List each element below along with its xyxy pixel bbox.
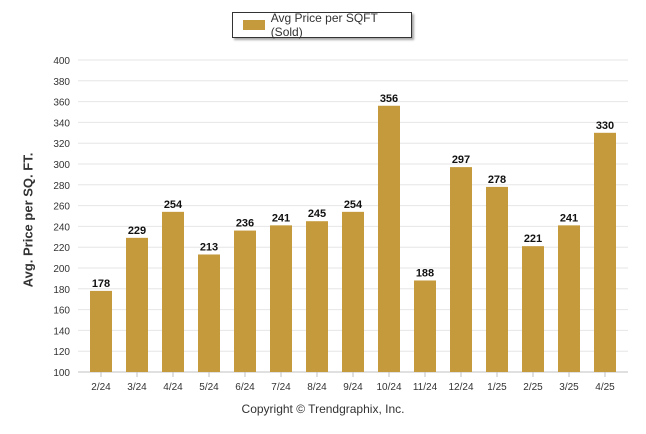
x-tick-label: 4/24 bbox=[163, 382, 183, 393]
bar bbox=[558, 225, 580, 372]
data-label: 221 bbox=[524, 233, 542, 245]
data-label: 241 bbox=[560, 212, 578, 224]
y-tick-label: 320 bbox=[53, 139, 70, 150]
data-label: 213 bbox=[200, 241, 218, 253]
x-tick-label: 12/24 bbox=[448, 382, 473, 393]
y-tick-label: 240 bbox=[53, 222, 70, 233]
legend-swatch bbox=[243, 20, 265, 30]
x-tick-label: 11/24 bbox=[413, 382, 438, 393]
data-label: 236 bbox=[236, 218, 254, 230]
y-tick-label: 180 bbox=[53, 285, 70, 296]
y-tick-label: 260 bbox=[53, 202, 70, 213]
x-tick-label: 3/24 bbox=[127, 382, 147, 393]
bar bbox=[522, 246, 544, 372]
x-tick-label: 8/24 bbox=[307, 382, 327, 393]
data-label: 297 bbox=[452, 154, 470, 166]
bar bbox=[378, 105, 400, 372]
x-tick-label: 2/25 bbox=[523, 382, 543, 393]
y-tick-label: 360 bbox=[53, 98, 70, 109]
bar bbox=[234, 230, 256, 372]
bar bbox=[306, 221, 328, 372]
x-tick-label: 5/24 bbox=[199, 382, 219, 393]
y-tick-label: 140 bbox=[53, 326, 70, 337]
y-tick-label: 160 bbox=[53, 306, 70, 317]
data-label: 178 bbox=[92, 278, 110, 290]
y-tick-label: 220 bbox=[53, 243, 70, 254]
x-tick-label: 7/24 bbox=[271, 382, 291, 393]
data-label: 356 bbox=[380, 93, 398, 105]
y-tick-label: 100 bbox=[53, 368, 70, 379]
bar bbox=[594, 132, 616, 372]
bar bbox=[162, 211, 184, 372]
x-tick-label: 2/24 bbox=[91, 382, 111, 393]
bar bbox=[450, 167, 472, 372]
data-label: 278 bbox=[488, 174, 506, 186]
y-tick-label: 300 bbox=[53, 160, 70, 171]
data-label: 254 bbox=[164, 199, 183, 211]
y-tick-label: 340 bbox=[53, 118, 70, 129]
legend-label: Avg Price per SQFT (Sold) bbox=[270, 11, 378, 39]
data-label: 254 bbox=[344, 199, 363, 211]
bar bbox=[126, 237, 148, 372]
bar bbox=[414, 280, 436, 372]
y-tick-label: 400 bbox=[53, 56, 70, 67]
y-tick-label: 200 bbox=[53, 264, 70, 275]
x-tick-label: 10/24 bbox=[376, 382, 401, 393]
x-tick-label: 3/25 bbox=[559, 382, 579, 393]
bar bbox=[486, 186, 508, 372]
bar bbox=[342, 211, 364, 372]
y-tick-label: 280 bbox=[53, 181, 70, 192]
data-label: 188 bbox=[416, 267, 434, 279]
bar bbox=[90, 290, 112, 372]
bar bbox=[270, 225, 292, 372]
legend: Avg Price per SQFT (Sold) bbox=[232, 11, 412, 39]
x-tick-label: 1/25 bbox=[487, 382, 507, 393]
x-tick-label: 6/24 bbox=[235, 382, 255, 393]
x-tick-label: 9/24 bbox=[343, 382, 363, 393]
x-tick-label: 4/25 bbox=[595, 382, 615, 393]
data-label: 229 bbox=[128, 225, 146, 237]
data-label: 241 bbox=[272, 212, 290, 224]
y-tick-label: 380 bbox=[53, 77, 70, 88]
data-label: 330 bbox=[596, 120, 614, 132]
y-tick-label: 120 bbox=[53, 347, 70, 358]
data-label: 245 bbox=[308, 208, 326, 220]
y-axis-label: Avg. Price per SQ. FT. bbox=[20, 152, 36, 288]
bar bbox=[198, 254, 220, 372]
copyright-footer: Copyright © Trendgraphix, Inc. bbox=[241, 402, 405, 416]
